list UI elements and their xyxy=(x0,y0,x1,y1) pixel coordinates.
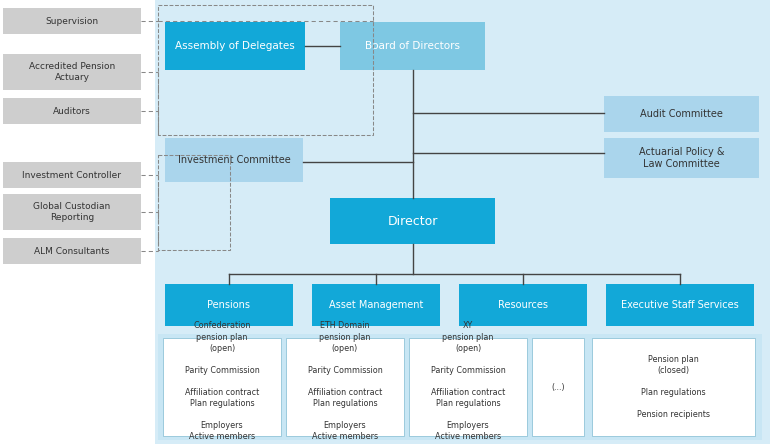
Text: ALM Consultants: ALM Consultants xyxy=(35,246,109,255)
Bar xyxy=(3,54,141,90)
Bar xyxy=(606,284,754,326)
Bar xyxy=(312,284,440,326)
Bar xyxy=(165,284,293,326)
Text: XY
pension plan
(open)

Parity Commission

Affiliation contract
Plan regulations: XY pension plan (open) Parity Commission… xyxy=(430,321,505,444)
Text: Board of Directors: Board of Directors xyxy=(365,41,460,51)
Bar xyxy=(459,284,587,326)
Bar xyxy=(165,138,303,182)
Bar xyxy=(163,338,281,436)
Text: Actuarial Policy &
Law Committee: Actuarial Policy & Law Committee xyxy=(639,147,725,170)
Text: Investment Committee: Investment Committee xyxy=(178,155,290,165)
Bar xyxy=(3,238,141,264)
Bar xyxy=(158,334,762,440)
Text: ETH Domain
pension plan
(open)

Parity Commission

Affiliation contract
Plan reg: ETH Domain pension plan (open) Parity Co… xyxy=(308,321,383,444)
Text: Auditors: Auditors xyxy=(53,107,91,115)
Text: Investment Controller: Investment Controller xyxy=(22,170,122,179)
Bar xyxy=(340,22,485,70)
Text: Accredited Pension
Actuary: Accredited Pension Actuary xyxy=(29,62,116,82)
Bar xyxy=(3,162,141,188)
Text: Supervision: Supervision xyxy=(45,16,99,25)
Bar xyxy=(409,338,527,436)
Text: Resources: Resources xyxy=(498,300,548,310)
Bar xyxy=(158,5,373,135)
Text: Audit Committee: Audit Committee xyxy=(640,109,723,119)
Text: Confederation
pension plan
(open)

Parity Commission

Affiliation contract
Plan : Confederation pension plan (open) Parity… xyxy=(185,321,259,444)
Bar xyxy=(532,338,584,436)
Bar xyxy=(3,98,141,124)
Bar xyxy=(592,338,755,436)
Bar xyxy=(158,155,230,250)
Bar xyxy=(604,96,759,132)
Bar xyxy=(3,194,141,230)
Text: Global Custodian
Reporting: Global Custodian Reporting xyxy=(33,202,111,222)
Bar xyxy=(155,0,770,444)
Text: (...): (...) xyxy=(551,382,565,392)
Text: Assembly of Delegates: Assembly of Delegates xyxy=(175,41,295,51)
Bar xyxy=(330,198,495,244)
Text: Executive Staff Services: Executive Staff Services xyxy=(621,300,739,310)
Bar xyxy=(286,338,404,436)
Text: Pension plan
(closed)

Plan regulations

Pension recipients: Pension plan (closed) Plan regulations P… xyxy=(637,355,710,419)
Text: Asset Management: Asset Management xyxy=(329,300,424,310)
Bar xyxy=(604,138,759,178)
Bar xyxy=(165,22,305,70)
Text: Director: Director xyxy=(387,214,437,227)
Bar xyxy=(3,8,141,34)
Text: Pensions: Pensions xyxy=(207,300,250,310)
